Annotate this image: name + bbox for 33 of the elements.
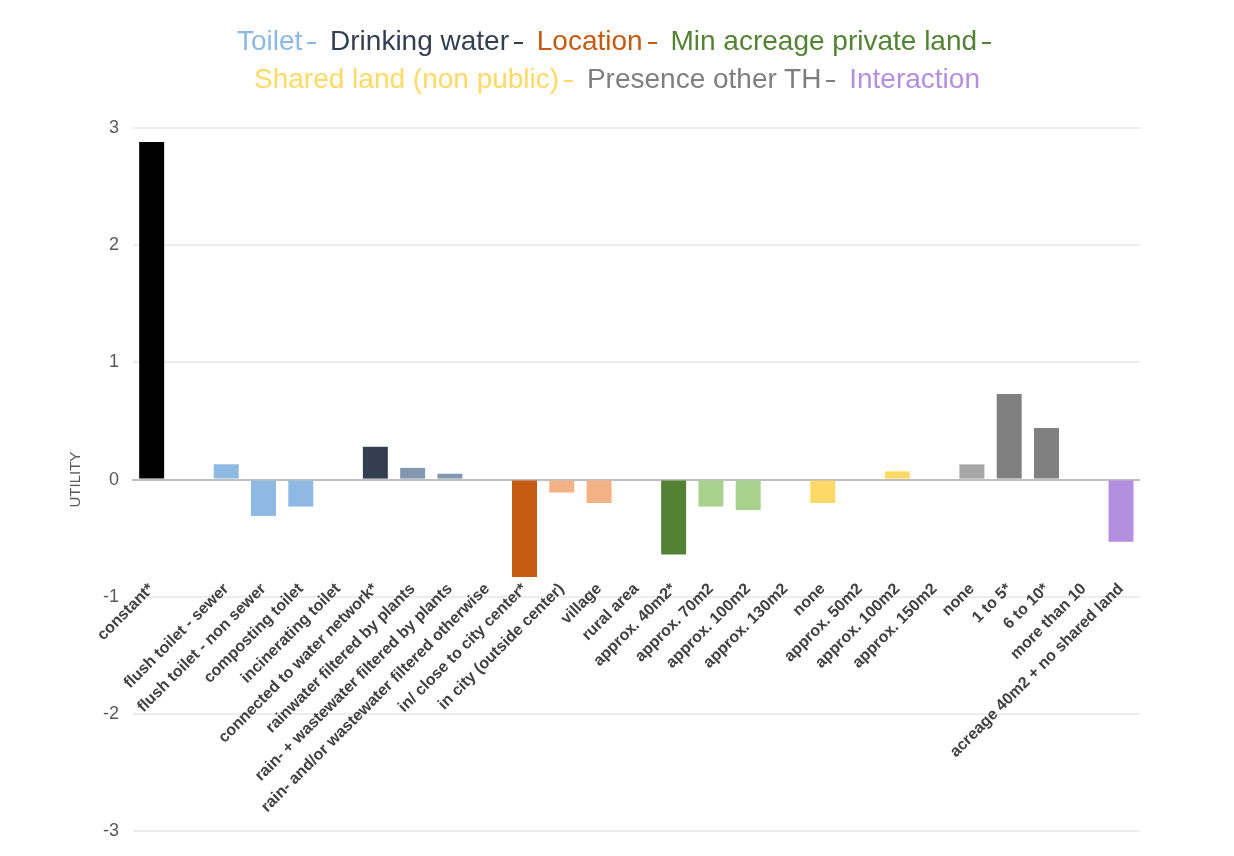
text: Interaction <box>849 63 980 94</box>
y-axis-title: UTILITY <box>66 451 84 508</box>
bar <box>512 480 537 577</box>
bar <box>213 464 239 479</box>
bar <box>810 480 836 504</box>
legend-label: Toilet <box>236 25 303 56</box>
bar <box>251 480 276 516</box>
y-tick-label: -3 <box>102 820 120 841</box>
y-tick-label: 0 <box>108 468 120 489</box>
legend-label: Location <box>536 25 643 56</box>
legend-label: Min acreage private land <box>670 25 978 56</box>
y-tick-label: 1 <box>108 351 120 372</box>
y-tick-label: -2 <box>102 702 120 723</box>
bar <box>437 473 463 479</box>
bar <box>661 480 687 555</box>
bar <box>362 446 388 479</box>
bar <box>1033 428 1059 479</box>
bar <box>549 480 575 493</box>
bar <box>698 480 724 507</box>
legend-label: Presence other TH <box>586 63 822 94</box>
bar <box>400 467 426 479</box>
y-tick-label: 2 <box>108 234 120 255</box>
bar <box>884 471 910 479</box>
bar <box>139 142 165 479</box>
legend-label: Shared land (non public) <box>254 63 560 94</box>
legend-label: Drinking water <box>330 25 510 56</box>
bar <box>586 480 612 504</box>
bar <box>288 480 314 507</box>
bar <box>735 480 761 511</box>
y-tick-label: 3 <box>108 116 120 137</box>
bar <box>1108 480 1134 542</box>
bar <box>959 464 985 479</box>
bar <box>996 394 1022 479</box>
